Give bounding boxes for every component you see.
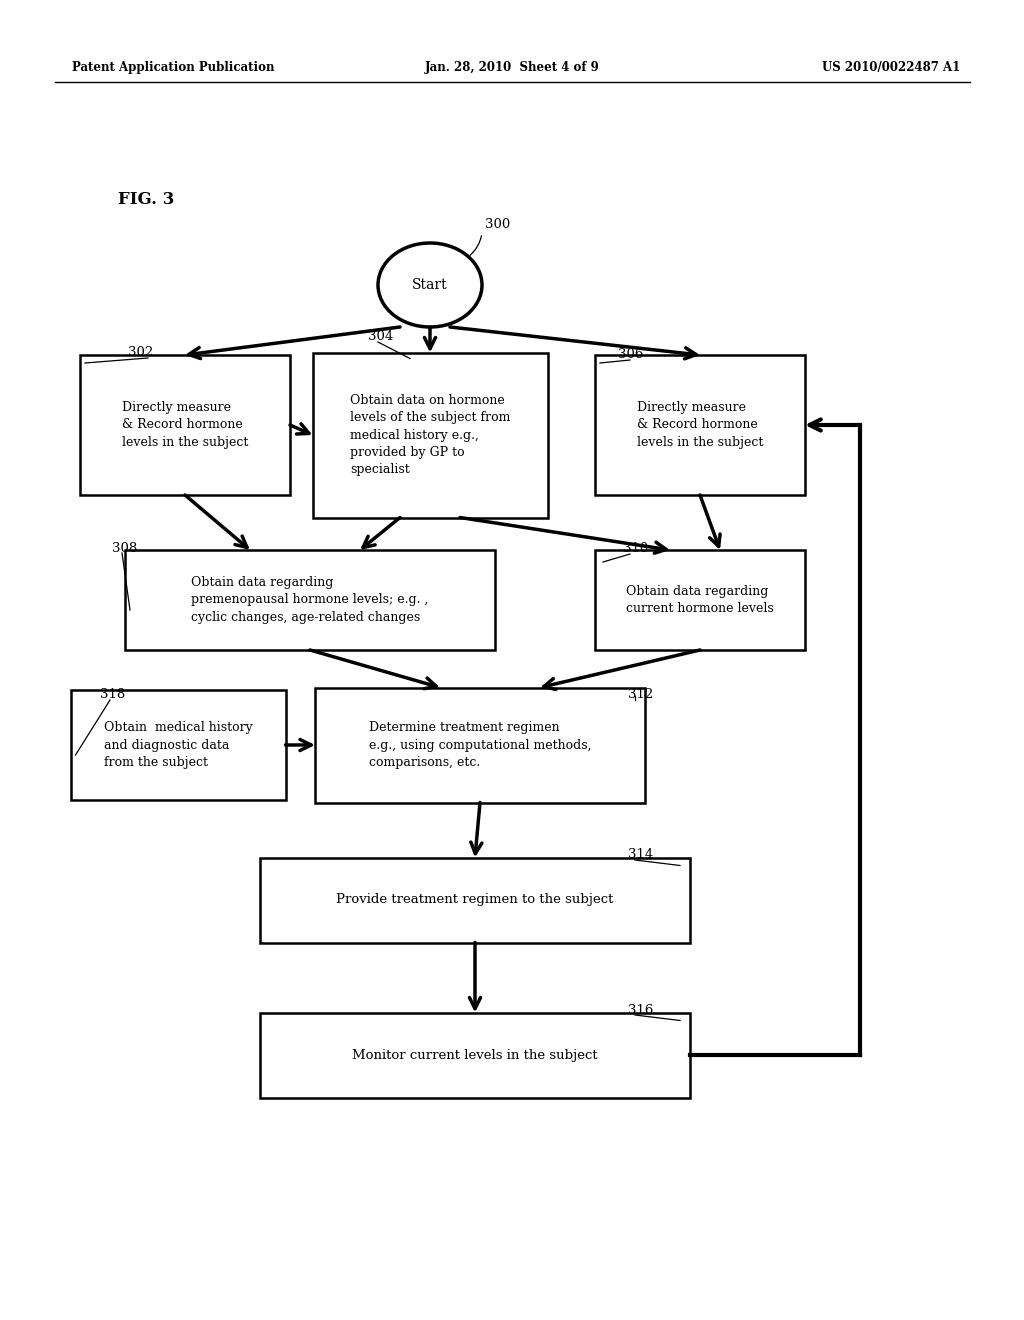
- Bar: [71, 690, 286, 800]
- Text: Directly measure
& Record hormone
levels in the subject: Directly measure & Record hormone levels…: [122, 401, 248, 449]
- Bar: [260, 858, 690, 942]
- Text: 308: 308: [112, 541, 137, 554]
- Text: Obtain data regarding
premenopausal hormone levels; e.g. ,
cyclic changes, age-r: Obtain data regarding premenopausal horm…: [191, 576, 429, 624]
- Bar: [595, 355, 805, 495]
- Text: Provide treatment regimen to the subject: Provide treatment regimen to the subject: [336, 894, 613, 907]
- Text: 302: 302: [128, 346, 154, 359]
- Text: 312: 312: [628, 689, 653, 701]
- Text: Obtain data on hormone
levels of the subject from
medical history e.g.,
provided: Obtain data on hormone levels of the sub…: [350, 393, 510, 477]
- Text: Start: Start: [413, 279, 447, 292]
- Text: FIG. 3: FIG. 3: [118, 191, 174, 209]
- Text: 300: 300: [485, 219, 510, 231]
- Bar: [80, 355, 290, 495]
- Bar: [315, 688, 645, 803]
- Bar: [595, 550, 805, 649]
- Text: Obtain data regarding
current hormone levels: Obtain data regarding current hormone le…: [626, 585, 774, 615]
- Bar: [312, 352, 548, 517]
- Text: 314: 314: [628, 849, 653, 862]
- Text: Jan. 28, 2010  Sheet 4 of 9: Jan. 28, 2010 Sheet 4 of 9: [425, 62, 599, 74]
- Text: 316: 316: [628, 1003, 653, 1016]
- Text: Monitor current levels in the subject: Monitor current levels in the subject: [352, 1048, 598, 1061]
- Text: 318: 318: [100, 689, 125, 701]
- Text: Directly measure
& Record hormone
levels in the subject: Directly measure & Record hormone levels…: [637, 401, 763, 449]
- Text: Obtain  medical history
and diagnostic data
from the subject: Obtain medical history and diagnostic da…: [103, 721, 252, 770]
- Text: Patent Application Publication: Patent Application Publication: [72, 62, 274, 74]
- Text: 310: 310: [623, 541, 648, 554]
- Bar: [125, 550, 495, 649]
- Text: US 2010/0022487 A1: US 2010/0022487 A1: [821, 62, 961, 74]
- Text: Determine treatment regimen
e.g., using computational methods,
comparisons, etc.: Determine treatment regimen e.g., using …: [369, 721, 591, 770]
- Text: 306: 306: [618, 348, 643, 362]
- Text: 304: 304: [368, 330, 393, 342]
- Bar: [260, 1012, 690, 1097]
